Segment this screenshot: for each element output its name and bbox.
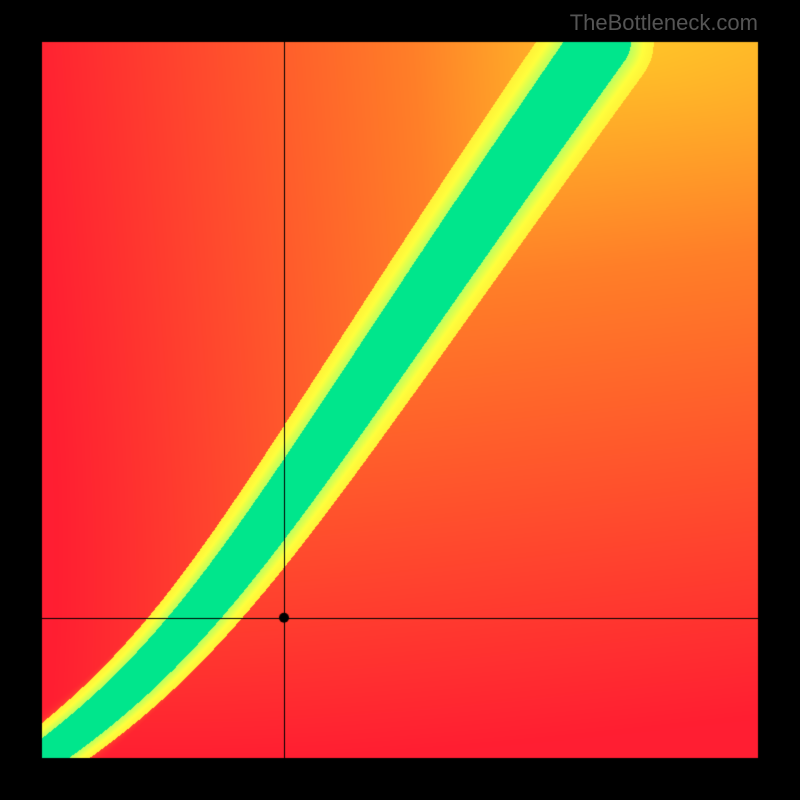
heatmap-canvas xyxy=(0,0,800,800)
chart-container: TheBottleneck.com xyxy=(0,0,800,800)
watermark-text: TheBottleneck.com xyxy=(570,10,758,36)
